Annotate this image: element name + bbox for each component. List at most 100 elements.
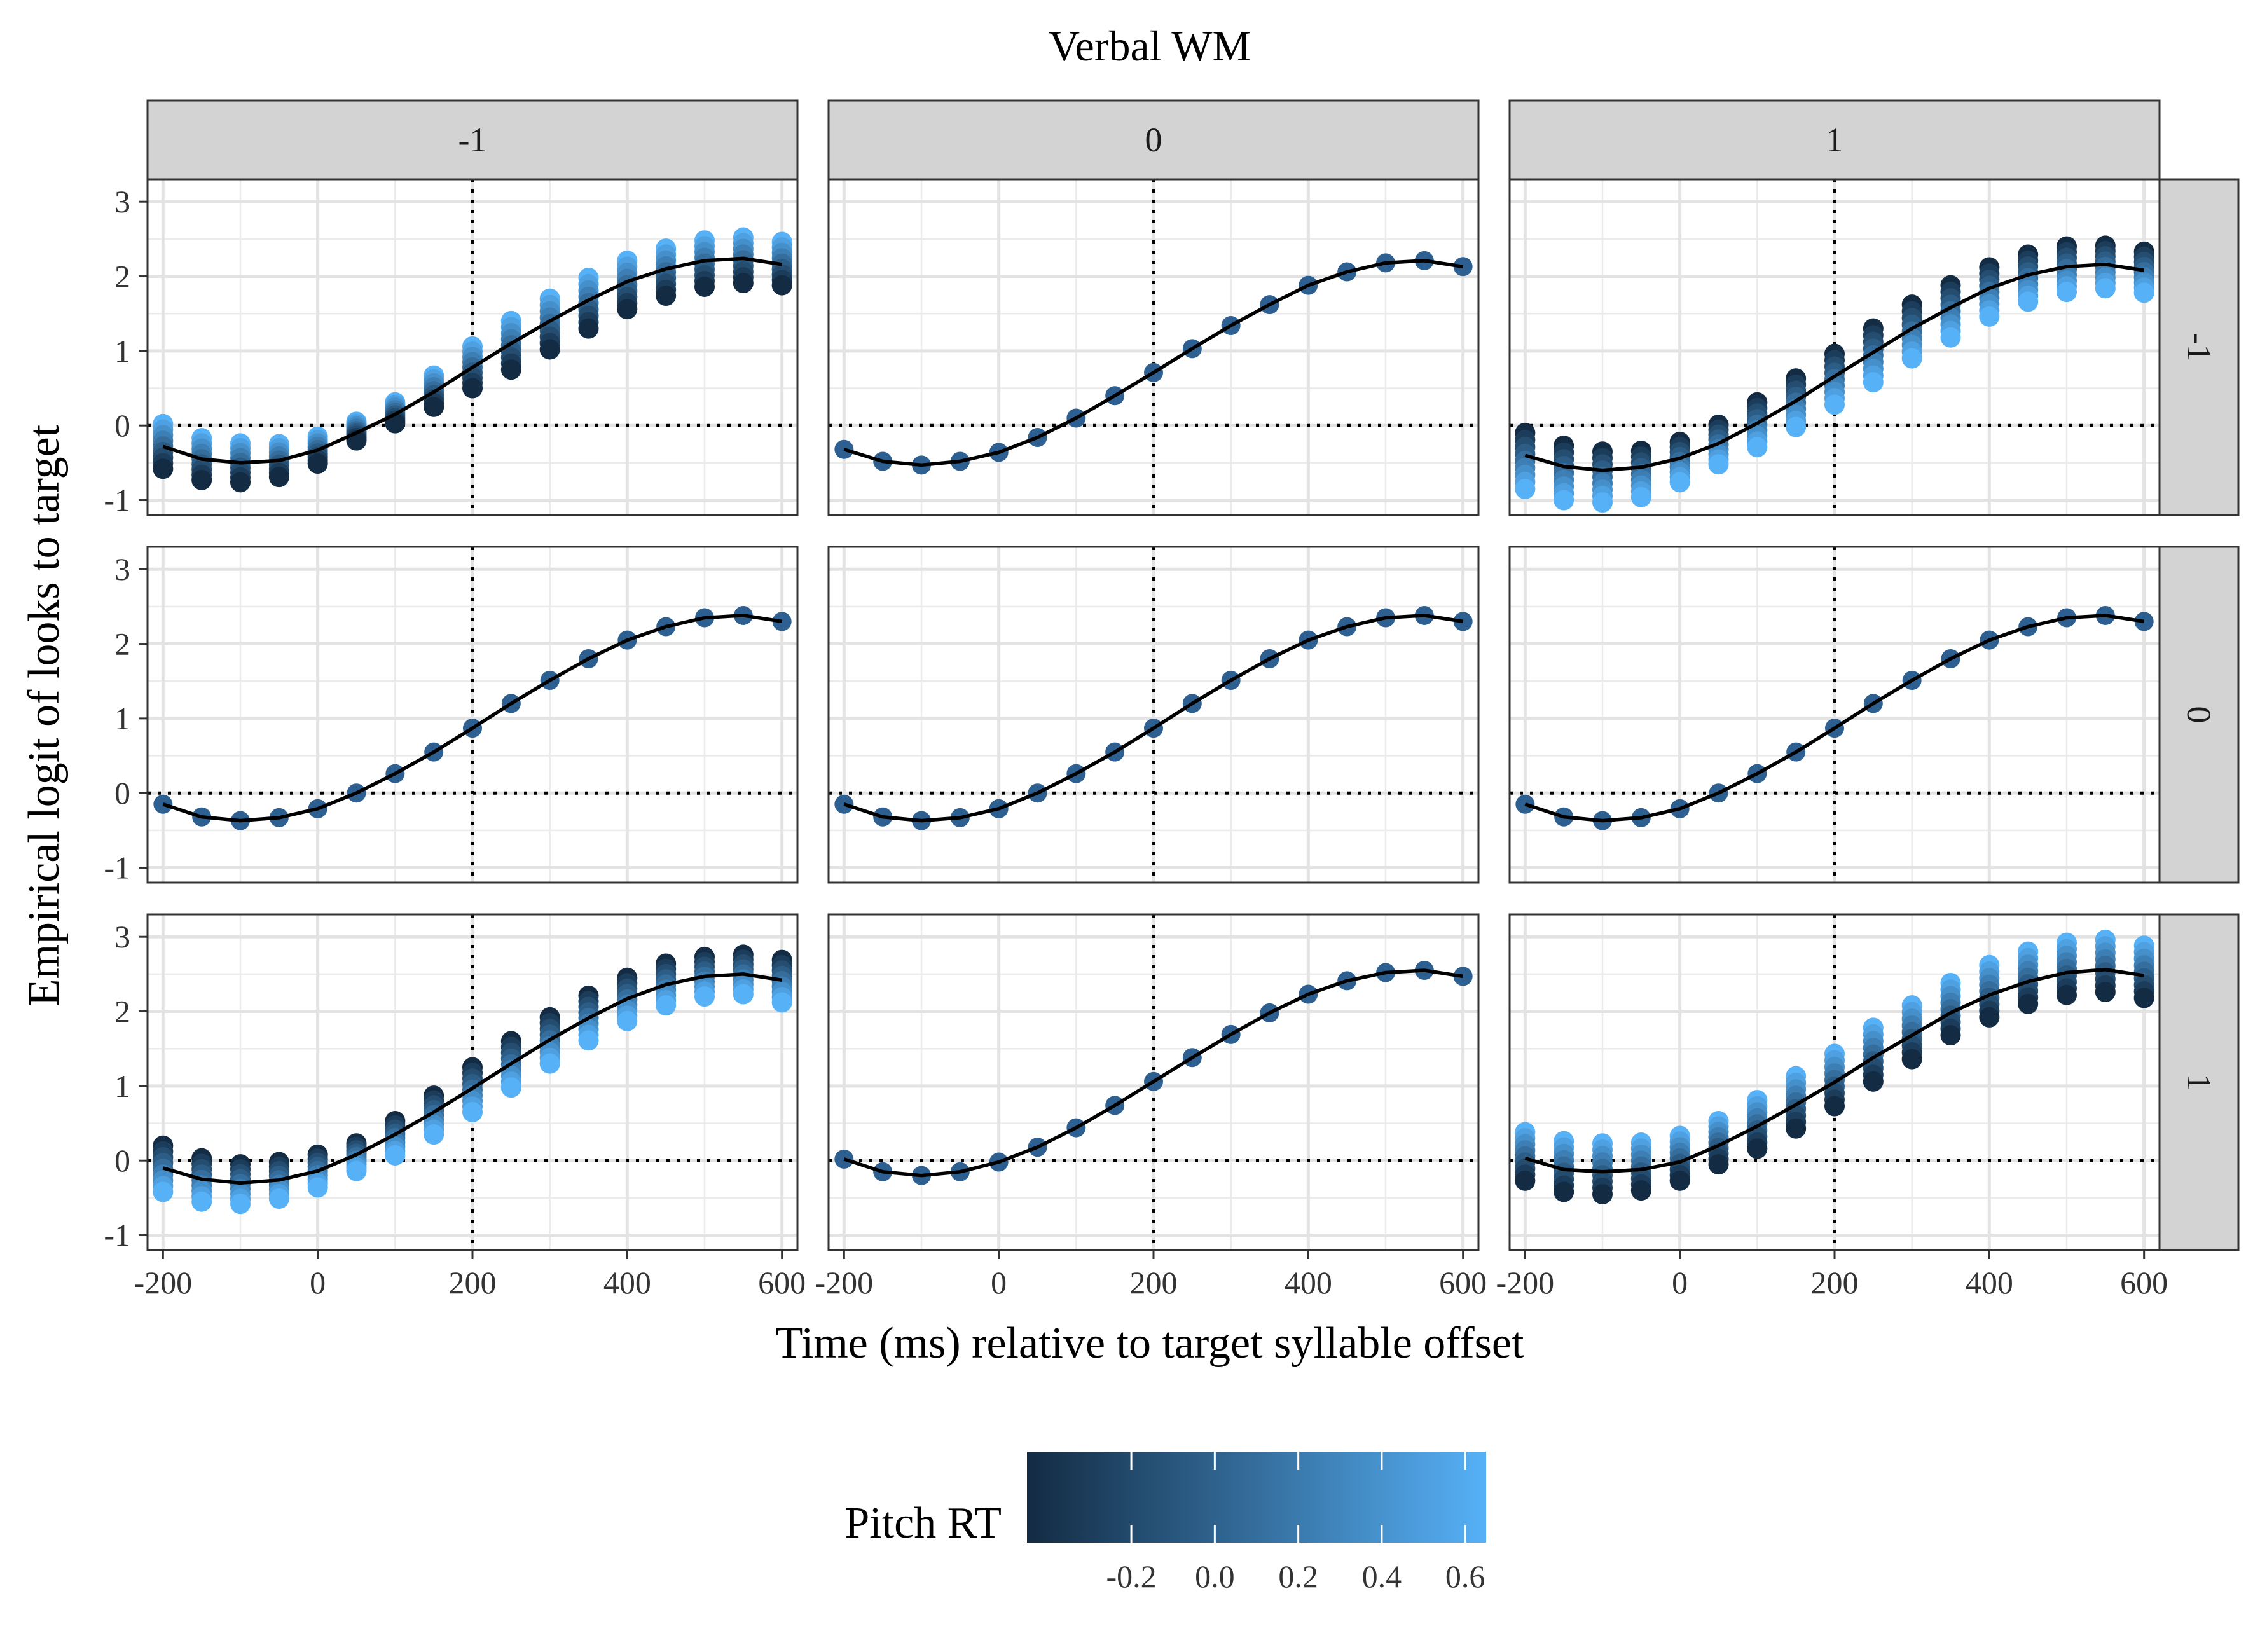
y-tick-label: -1 — [104, 1218, 130, 1253]
y-tick-label: 2 — [114, 259, 130, 294]
x-tick-label: 200 — [1811, 1265, 1859, 1300]
data-point — [1592, 1184, 1613, 1204]
facet-panels — [146, 178, 2161, 1251]
colorbar-tick-label: 0.2 — [1278, 1559, 1318, 1594]
data-point — [771, 992, 792, 1013]
data-point — [191, 469, 212, 490]
col-strip-label: 0 — [1145, 121, 1162, 159]
data-point — [733, 273, 754, 294]
col-strip-3 — [1508, 99, 2161, 181]
data-point — [1863, 1071, 1884, 1092]
data-point — [1824, 394, 1845, 415]
data-point — [230, 472, 251, 493]
series-line — [843, 259, 1464, 467]
data-point — [424, 1124, 444, 1145]
y-axis-title: Empirical logit of looks to target — [20, 424, 69, 1006]
colorbar-tick-label: 0.0 — [1195, 1559, 1235, 1594]
series-line — [162, 972, 783, 1185]
panel-row-1-col1 — [1508, 178, 2161, 516]
x-tick-label: 600 — [758, 1265, 806, 1300]
data-point — [462, 378, 483, 399]
data-point — [539, 1053, 560, 1074]
data-point — [694, 276, 715, 297]
panel-border — [146, 546, 799, 884]
y-tick-label: 1 — [114, 701, 130, 736]
y-tick-label: -1 — [104, 483, 130, 518]
x-tick-label: 400 — [1285, 1265, 1332, 1300]
x-tick-label: 0 — [1672, 1265, 1688, 1300]
data-point — [1786, 416, 1807, 437]
y-tick-label: -1 — [104, 850, 130, 886]
data-point — [1940, 327, 1961, 348]
data-point — [1747, 1138, 1768, 1159]
data-point — [733, 984, 754, 1005]
y-tick-label: 0 — [114, 408, 130, 443]
series-line — [162, 614, 783, 823]
panel-row0-col0 — [827, 546, 1480, 884]
panel-border — [827, 546, 1480, 884]
x-axis-title: Time (ms) relative to target syllable of… — [776, 1319, 1524, 1368]
data-point — [268, 1188, 289, 1209]
data-point — [191, 1191, 212, 1212]
y-tick-label: 3 — [114, 919, 130, 954]
x-tick-label: 0 — [991, 1265, 1007, 1300]
data-point — [153, 1181, 174, 1202]
x-tick-label: -200 — [815, 1265, 874, 1300]
x-tick-label: 0 — [310, 1265, 326, 1300]
data-point — [1630, 486, 1651, 507]
col-strip-1 — [146, 99, 799, 181]
data-point — [1515, 478, 1536, 499]
series-line — [843, 968, 1464, 1178]
series-line — [843, 614, 1464, 823]
row-strip-2 — [2158, 546, 2240, 884]
data-point — [694, 986, 715, 1007]
data-point — [230, 1194, 251, 1215]
row-strip-label: 0 — [2180, 706, 2218, 724]
y-tick-label: 2 — [114, 626, 130, 662]
series-line — [162, 256, 783, 465]
data-point — [385, 1145, 406, 1166]
x-tick-label: 400 — [1966, 1265, 2013, 1300]
series-line — [1524, 263, 2145, 472]
col-strip-label: -1 — [458, 121, 487, 159]
col-strip-label: 1 — [1826, 121, 1843, 159]
data-point — [1824, 1096, 1845, 1117]
panel-row1-col-1 — [146, 913, 799, 1251]
series-line — [1524, 614, 2145, 823]
row-strip-3 — [2158, 913, 2240, 1251]
data-point — [346, 1160, 367, 1181]
x-tick-label: 600 — [2120, 1265, 2168, 1300]
data-point — [656, 995, 677, 1016]
data-point — [578, 1030, 599, 1051]
panel-row0-col1 — [1508, 546, 2161, 884]
y-tick-label: 0 — [114, 775, 130, 811]
y-tick-label: 3 — [114, 184, 130, 219]
data-point — [2057, 984, 2077, 1005]
data-point — [153, 458, 174, 479]
data-point — [1515, 1170, 1536, 1191]
data-point — [1669, 1170, 1690, 1191]
axes: -1 0 1 2 3 -1 0 1 2 3 -1 0 1 2 3 -200 0 200 400 600 -200 0 200… — [104, 184, 2168, 1300]
data-point — [1786, 1118, 1807, 1139]
col-strip-2 — [827, 99, 1480, 181]
data-point — [2057, 282, 2077, 303]
data-point — [539, 339, 560, 360]
data-point — [771, 275, 792, 296]
data-point — [2095, 278, 2116, 299]
data-point — [1669, 472, 1690, 493]
y-tick-label: 2 — [114, 994, 130, 1029]
panel-row1-col0 — [827, 913, 1480, 1251]
data-point — [307, 453, 328, 474]
data-point — [1747, 437, 1768, 458]
data-point — [268, 467, 289, 488]
data-point — [1901, 348, 1922, 369]
panel-row0-col-1 — [146, 546, 799, 884]
x-tick-label: 600 — [1439, 1265, 1487, 1300]
colorbar-tick-label: 0.4 — [1362, 1559, 1402, 1594]
y-tick-label: 0 — [114, 1143, 130, 1178]
colorbar — [1027, 1452, 1486, 1543]
data-point — [500, 359, 521, 380]
data-point — [1554, 1181, 1574, 1202]
series-line — [1524, 968, 2145, 1174]
